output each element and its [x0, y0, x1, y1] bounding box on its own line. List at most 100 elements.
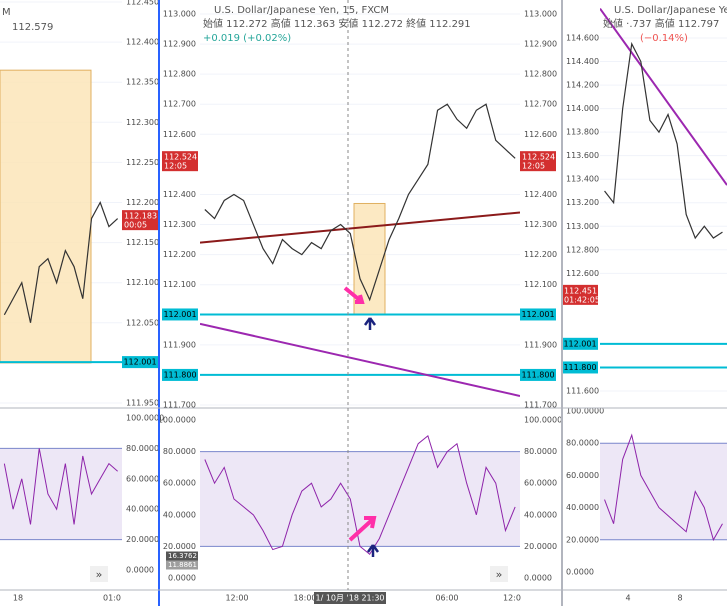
last-time: 01:42:05	[564, 295, 600, 304]
axes: 114.600 114.400 114.200 114.000 113.800 113.6…	[562, 34, 683, 603]
panel	[600, 7, 727, 542]
highlight-box	[0, 69, 92, 364]
up-arrow	[366, 544, 380, 557]
y-tick-label: 112.300	[163, 220, 196, 229]
last-price: 112.451	[564, 286, 597, 295]
level-tag	[562, 361, 598, 374]
indicator-line	[3, 448, 118, 525]
indicator-tick-label: 80.0000	[566, 439, 599, 448]
y-tick-label: 112.800	[163, 70, 196, 79]
level-tag	[520, 368, 556, 381]
y-tick-label: 112.450	[126, 0, 159, 7]
indicator-tick-label: 20.0000	[524, 542, 557, 551]
y-tick-label: 114.000	[566, 104, 599, 113]
level-tag	[520, 308, 556, 321]
level-tag	[562, 337, 598, 350]
y-tick-label: 112.800	[524, 70, 557, 79]
indicator-tick-label: 40.0000	[163, 510, 196, 519]
price-line	[3, 201, 119, 323]
ohlc: 始値 112.272 高値 112.363 安値 112.272 終値 112.…	[203, 17, 471, 30]
indicator-band	[0, 448, 122, 540]
indicator-tick-label: 20.0000	[126, 535, 159, 544]
chart-title: U.S. Dollar/Japanese Yen	[614, 5, 727, 16]
scroll-icon[interactable]: »	[96, 568, 103, 581]
last-price: 112.183	[124, 212, 157, 221]
indicator-tick-label: 20.0000	[566, 535, 599, 544]
y-tick-label: 113.400	[566, 175, 599, 184]
y-tick-label: 112.400	[126, 38, 159, 47]
y-tick-label: 112.600	[163, 130, 196, 139]
indicator-tick-label: 80.0000	[524, 447, 557, 456]
level-tag-label: 112.001	[123, 358, 156, 367]
scroll-icon[interactable]: »	[496, 568, 503, 581]
indicator-tick-label: 0.0000	[566, 568, 594, 577]
scroll-button[interactable]	[90, 566, 108, 582]
level-tag	[162, 308, 198, 321]
y-tick-label: 112.300	[524, 220, 557, 229]
axes: 113.000 113.000 112.900 112.900 112.800 112.8…	[158, 10, 562, 604]
last-time: 12:05	[522, 162, 545, 171]
y-tick-label: 112.400	[163, 190, 196, 199]
indicator-tag	[166, 551, 198, 561]
indicator-tick-label: 0.0000	[524, 574, 552, 583]
y-tick-label: 113.000	[566, 222, 599, 231]
trend-line	[200, 211, 520, 244]
y-tick-label: 112.400	[524, 190, 557, 199]
indicator-line	[604, 433, 723, 542]
last-price: 112.524	[522, 153, 555, 162]
last-price-tag	[562, 284, 598, 305]
indicator-tick-label: 60.0000	[126, 474, 159, 483]
indicator-band	[600, 443, 727, 540]
scroll-button[interactable]	[490, 566, 508, 582]
y-tick-label: 112.200	[163, 250, 196, 259]
indicator-tick-label: 40.0000	[524, 510, 557, 519]
level-tag	[162, 368, 198, 381]
change: +0.019 (+0.02%)	[203, 33, 291, 44]
indicator-line	[204, 434, 516, 556]
change: (−0.14%)	[640, 33, 688, 44]
pink-arrow	[348, 516, 377, 542]
indicator-tag-label: 11.8861	[168, 561, 197, 569]
y-tick-label: 114.600	[566, 34, 599, 43]
time-label: 01:0	[103, 594, 121, 603]
y-tick-label: 111.900	[163, 340, 196, 349]
last-price-tag	[122, 210, 158, 231]
chart-title: U.S. Dollar/Japanese Yen, 15, FXCM	[214, 5, 389, 16]
time-label: 12:0	[503, 594, 521, 603]
y-tick-label: 112.700	[163, 100, 196, 109]
indicator-tick-label: 100.0000	[566, 407, 604, 416]
indicator-tick-label: 0.0000	[126, 566, 154, 575]
y-tick-label: 112.900	[524, 40, 557, 49]
level-tag-label: 112.001	[163, 310, 196, 319]
y-tick-label: 113.000	[163, 10, 196, 19]
y-tick-label: 112.200	[126, 198, 159, 207]
y-tick-label: 112.250	[126, 158, 159, 167]
y-tick-label: 111.950	[126, 399, 159, 408]
trend-line	[600, 7, 727, 186]
level-tag	[122, 356, 158, 369]
level-tag-label: 111.800	[563, 363, 596, 372]
time-label: 4	[625, 594, 630, 603]
y-tick-label: 112.800	[566, 245, 599, 254]
pink-arrow	[343, 286, 365, 304]
up-arrow	[363, 317, 377, 330]
indicator-tick-label: 60.0000	[566, 471, 599, 480]
y-tick-label: 112.100	[163, 280, 196, 289]
ohlc: 始値 ·.737 高値 112.797	[603, 17, 719, 30]
y-tick-label: 112.100	[524, 280, 557, 289]
level-tag-label: 112.001	[563, 339, 596, 348]
y-tick-label: 111.900	[524, 340, 557, 349]
y-tick-label: 113.800	[566, 128, 599, 137]
y-tick-label: 112.900	[163, 40, 196, 49]
y-tick-label: 112.300	[126, 118, 159, 127]
y-tick-label: 112.600	[524, 130, 557, 139]
level-tag-label: 111.800	[521, 370, 554, 379]
indicator-tick-label: 40.0000	[566, 503, 599, 512]
indicator-tick-label: 60.0000	[524, 479, 557, 488]
last-time: 12:05	[164, 162, 187, 171]
price-line	[204, 103, 516, 302]
last-price: 112.524	[164, 153, 197, 162]
last-price-tag	[520, 151, 556, 172]
